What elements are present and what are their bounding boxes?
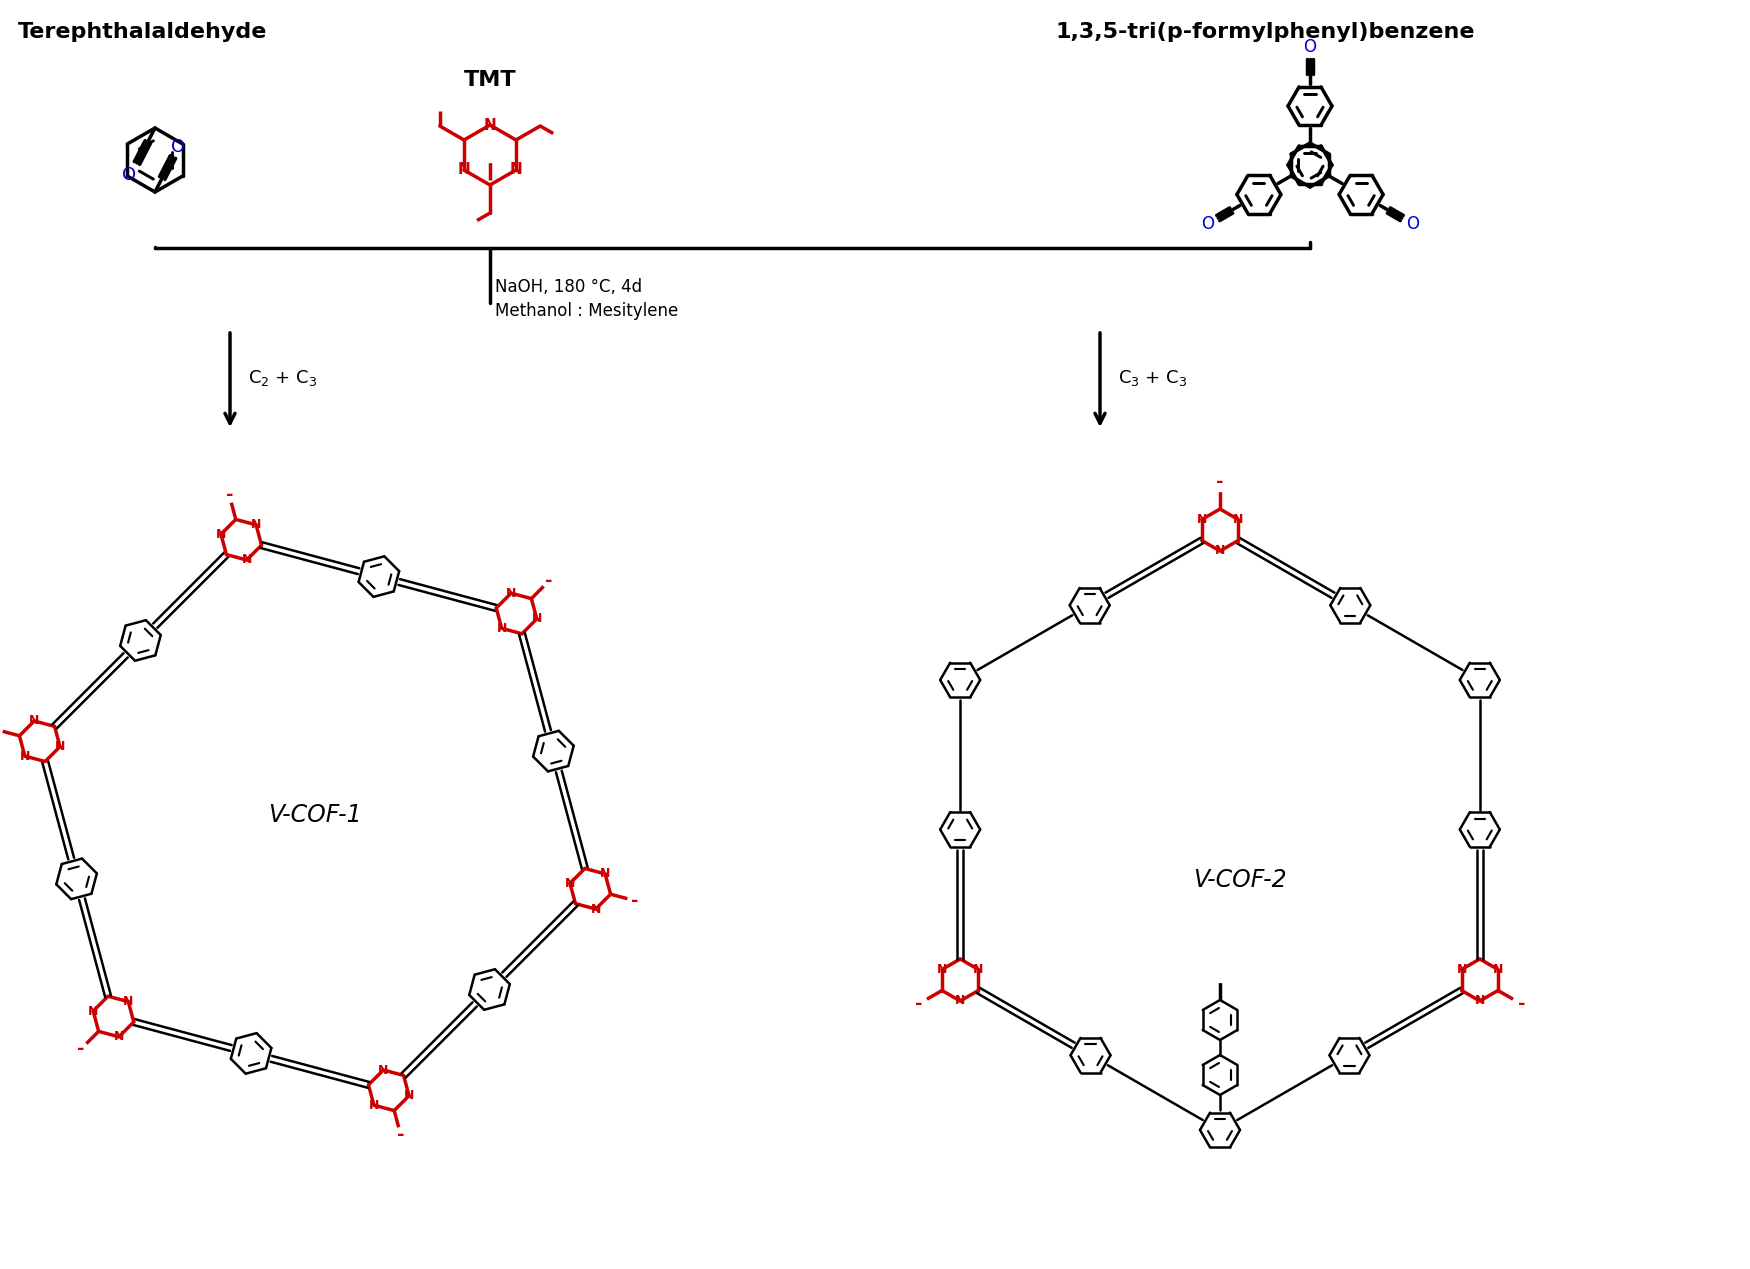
Text: N: N	[123, 995, 133, 1008]
Text: N: N	[250, 518, 261, 532]
Text: N: N	[509, 162, 522, 178]
Text: N: N	[497, 622, 507, 634]
Text: -: -	[546, 572, 553, 590]
Text: C$_3$ + C$_3$: C$_3$ + C$_3$	[1118, 368, 1188, 388]
Text: N: N	[483, 118, 497, 132]
Text: N: N	[1493, 963, 1503, 976]
Text: N: N	[19, 750, 30, 763]
Text: N: N	[30, 714, 40, 727]
Text: N: N	[1197, 513, 1207, 525]
Text: N: N	[54, 740, 65, 754]
Text: NaOH, 180 °C, 4d: NaOH, 180 °C, 4d	[495, 278, 642, 296]
Text: O: O	[1304, 38, 1316, 56]
Text: N: N	[1475, 995, 1486, 1008]
Text: N: N	[973, 963, 984, 976]
Text: V-COF-1: V-COF-1	[268, 803, 362, 827]
Text: N: N	[88, 1005, 98, 1018]
Text: -: -	[226, 486, 233, 504]
Text: -: -	[1216, 473, 1223, 491]
Text: N: N	[1214, 544, 1225, 557]
Text: O: O	[172, 138, 186, 156]
Text: N: N	[532, 613, 542, 626]
Text: O: O	[123, 166, 136, 184]
Text: TMT: TMT	[464, 70, 516, 90]
Text: O: O	[1405, 214, 1419, 233]
Text: V-COF-2: V-COF-2	[1194, 868, 1286, 892]
Text: N: N	[114, 1030, 124, 1043]
Text: N: N	[506, 586, 516, 600]
Text: N: N	[1456, 963, 1466, 976]
Text: -: -	[915, 995, 922, 1013]
Text: Terephthalaldehyde: Terephthalaldehyde	[18, 22, 268, 42]
Text: N: N	[956, 995, 966, 1008]
Text: C$_2$ + C$_3$: C$_2$ + C$_3$	[248, 368, 317, 388]
Text: -: -	[1517, 995, 1526, 1013]
Text: N: N	[600, 868, 611, 881]
Text: N: N	[1234, 513, 1242, 525]
Text: N: N	[378, 1063, 388, 1076]
Text: N: N	[369, 1099, 380, 1112]
Text: N: N	[565, 877, 576, 890]
Text: N: N	[936, 963, 947, 976]
Text: N: N	[590, 902, 600, 915]
Text: Methanol : Mesitylene: Methanol : Mesitylene	[495, 302, 679, 320]
Text: O: O	[1200, 214, 1214, 233]
Text: -: -	[397, 1126, 404, 1143]
Text: 1,3,5-tri(p-formylphenyl)benzene: 1,3,5-tri(p-formylphenyl)benzene	[1055, 22, 1475, 42]
Text: -: -	[77, 1041, 84, 1058]
Text: -: -	[632, 892, 639, 910]
Text: N: N	[215, 528, 226, 541]
Text: N: N	[458, 162, 471, 178]
Text: N: N	[242, 553, 252, 566]
Text: N: N	[404, 1089, 415, 1103]
